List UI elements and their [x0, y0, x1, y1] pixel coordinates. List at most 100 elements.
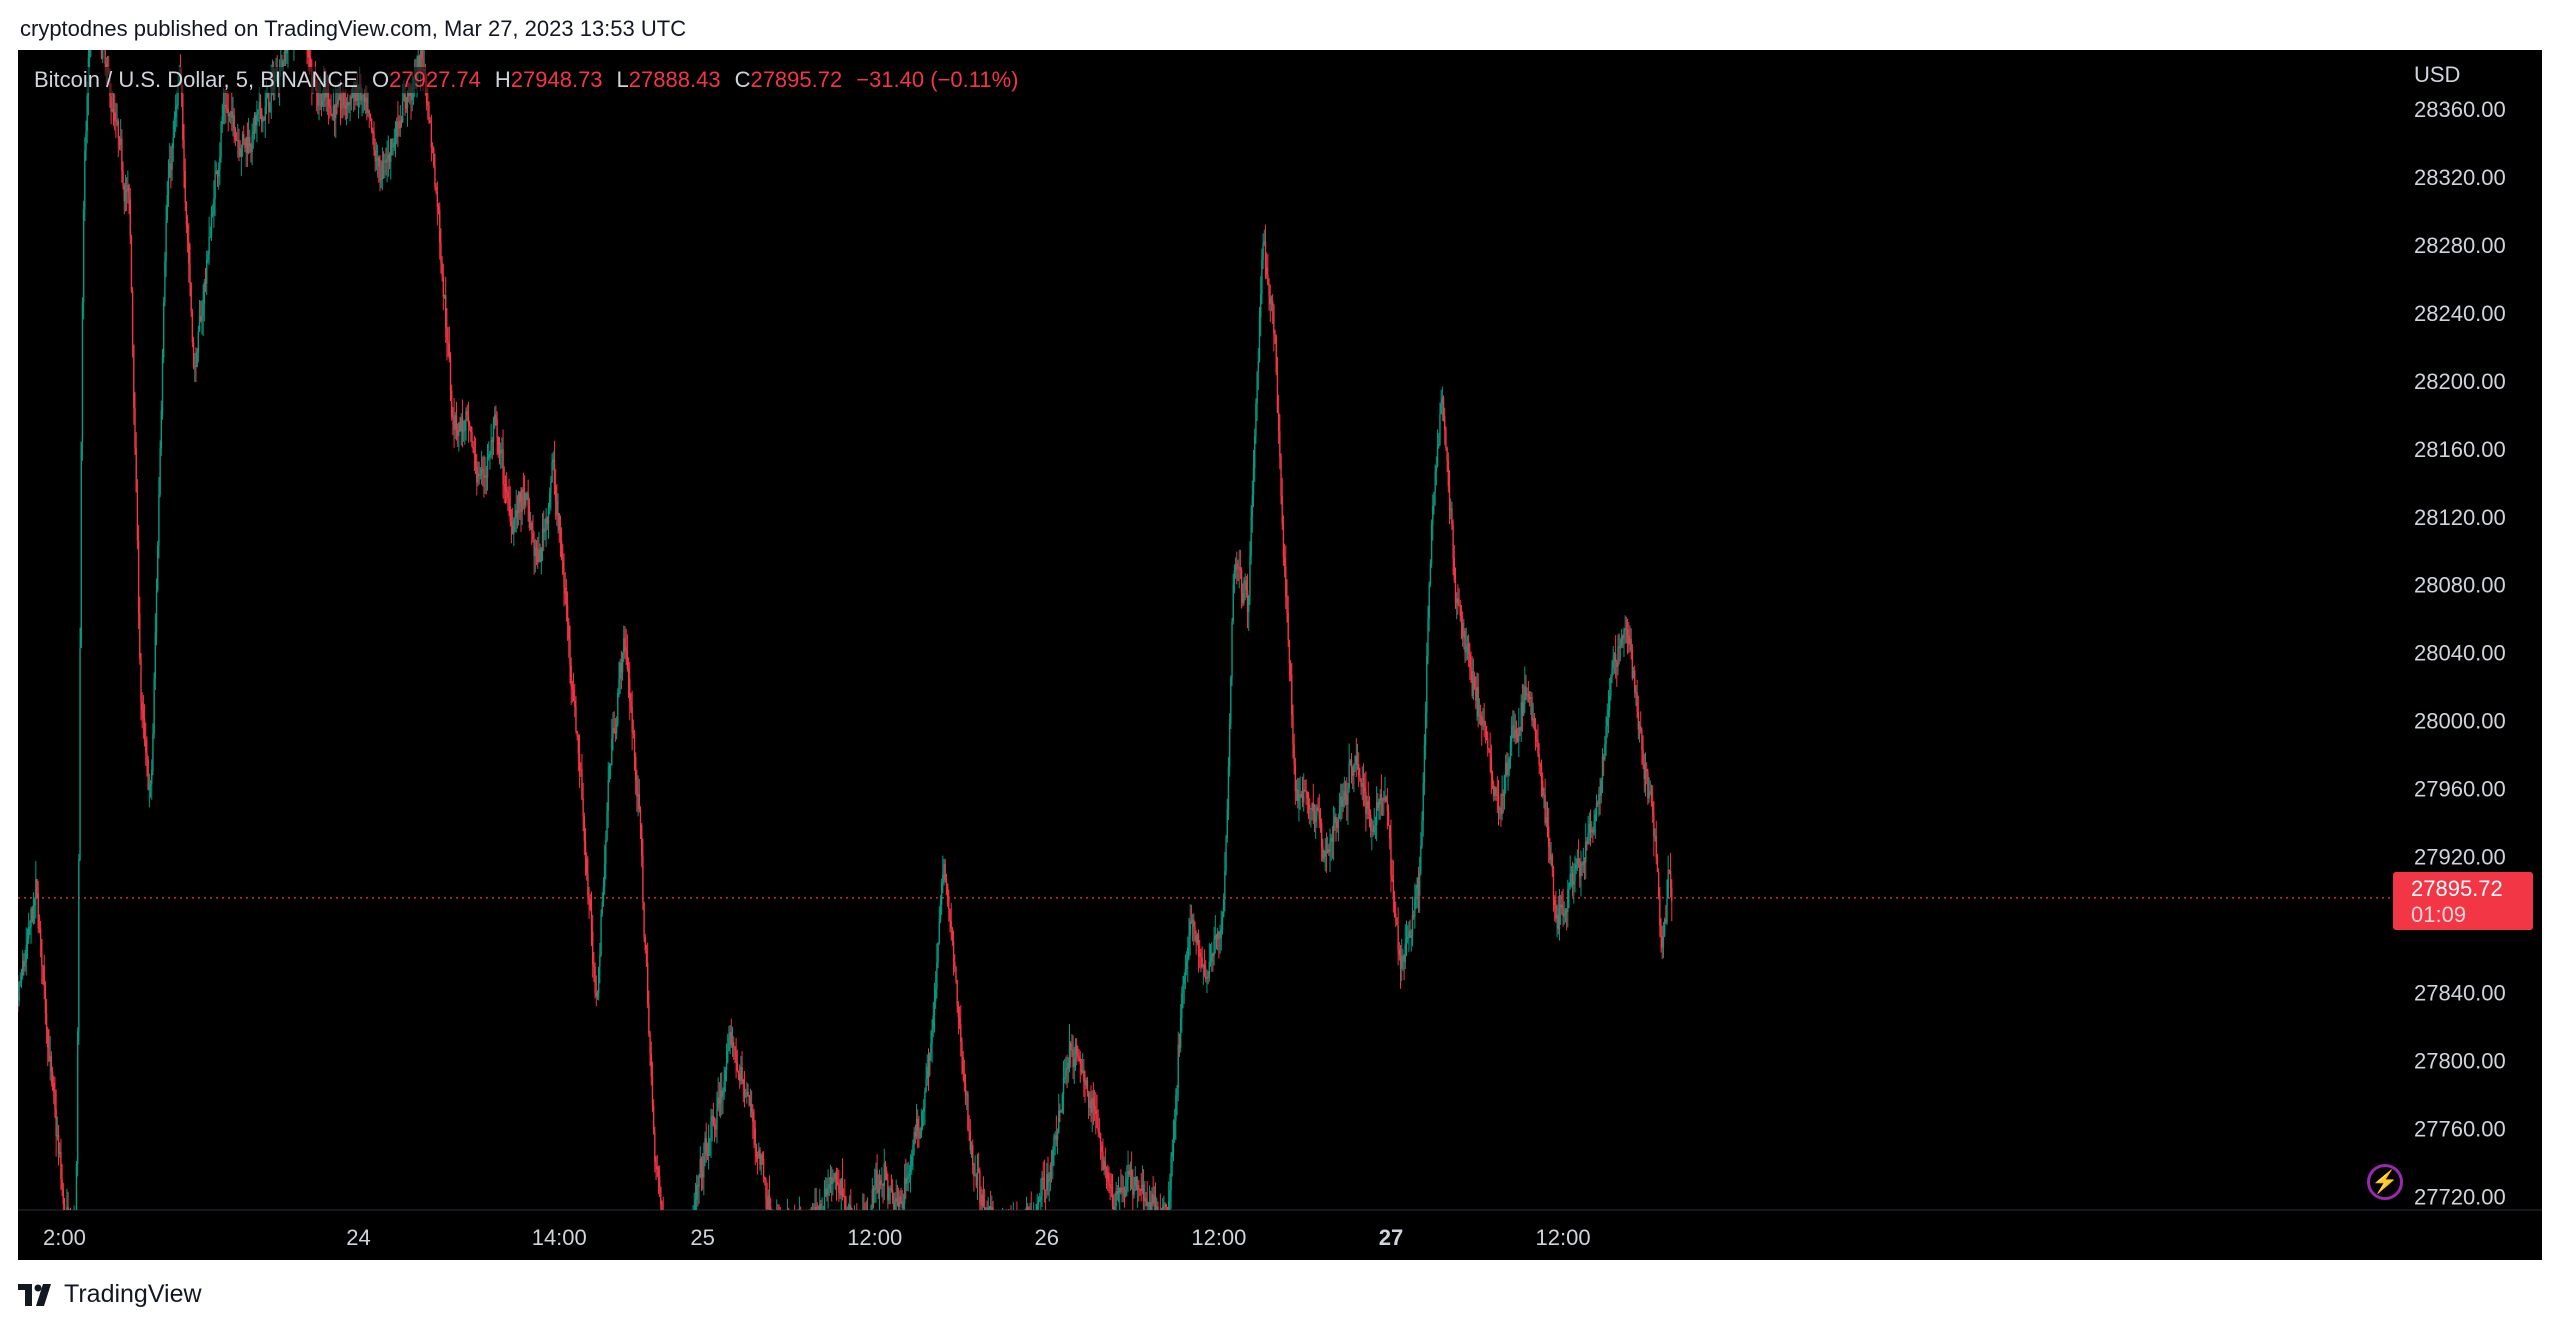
candle-body — [927, 1066, 930, 1076]
candle-body — [1340, 796, 1342, 806]
candlestick-chart[interactable]: 28360.0028320.0028280.0028240.0028200.00… — [18, 50, 2542, 1260]
candle-body — [889, 1188, 891, 1190]
candle-body — [1415, 888, 1417, 898]
candle-body — [1386, 801, 1389, 812]
candle — [756, 1151, 759, 1175]
candle-body — [782, 1232, 783, 1234]
candle — [398, 115, 400, 137]
candle-body — [587, 873, 589, 898]
candle — [1089, 1091, 1091, 1116]
candle — [472, 440, 474, 454]
candle — [930, 1030, 932, 1062]
candle — [944, 858, 946, 883]
candle-body — [1013, 1222, 1014, 1239]
candle-body — [158, 494, 160, 546]
candle-body — [1209, 961, 1212, 963]
candle-body — [252, 131, 255, 135]
candle-body — [1586, 841, 1588, 844]
candle — [384, 153, 386, 179]
candle — [1451, 501, 1453, 530]
candle-body — [688, 1246, 689, 1255]
candle — [1408, 921, 1410, 952]
candle-body — [934, 989, 937, 1001]
candle — [1167, 1181, 1170, 1210]
candle — [207, 250, 209, 264]
candle-body — [1450, 508, 1452, 511]
candle-body — [471, 432, 473, 447]
candle-body — [1479, 715, 1482, 717]
candle — [75, 1160, 78, 1210]
candle — [1598, 786, 1600, 817]
candle-body — [1084, 1081, 1086, 1086]
candle — [480, 450, 483, 485]
candle-body — [42, 965, 44, 967]
candle-body — [551, 462, 553, 482]
candle — [711, 1109, 713, 1142]
candle — [1489, 732, 1491, 773]
candle — [63, 1197, 66, 1210]
candle — [1527, 681, 1530, 703]
candle-body — [1026, 1207, 1029, 1210]
candle-body — [250, 146, 252, 153]
candle-body — [552, 459, 554, 463]
candle-body — [1656, 857, 1659, 872]
candle-body — [790, 1230, 791, 1235]
candle — [1166, 1207, 1169, 1210]
candle-body — [1565, 910, 1568, 912]
candle-body — [1060, 1110, 1062, 1112]
candle — [1156, 1197, 1158, 1210]
chart-panel[interactable]: 28360.00 28320.00 28280.00 28240.00 28200.00… — [18, 50, 2542, 1260]
candle — [766, 1182, 768, 1210]
candle-body — [619, 662, 621, 679]
candle-body — [269, 102, 271, 112]
candle-body — [1482, 720, 1484, 726]
currency-label[interactable]: USD — [2414, 62, 2461, 87]
candle — [1183, 972, 1185, 1004]
candle — [1065, 1056, 1067, 1085]
candle-body — [1347, 788, 1349, 805]
candle-body — [1402, 955, 1404, 957]
candle — [437, 203, 440, 215]
candle-body — [683, 1250, 684, 1256]
candle — [1604, 736, 1606, 761]
candle — [981, 1189, 983, 1210]
candle-body — [740, 1066, 742, 1082]
candle — [1037, 1196, 1040, 1210]
candle — [934, 970, 937, 1009]
candle — [890, 1174, 893, 1193]
candle-body — [142, 710, 145, 719]
candle-body — [847, 1207, 850, 1210]
candle-body — [1563, 914, 1565, 917]
candle — [662, 1196, 664, 1210]
candle-body — [1077, 1054, 1079, 1057]
candle-body — [1499, 808, 1501, 810]
candle-body — [1090, 1100, 1092, 1113]
candle-body — [897, 1201, 900, 1207]
candle-body — [1280, 456, 1282, 496]
candle — [1270, 295, 1273, 312]
candle — [233, 108, 235, 143]
candle-body — [1454, 579, 1457, 603]
candle — [1553, 895, 1556, 922]
tradingview-brand[interactable]: TradingView — [18, 1280, 202, 1309]
candle-body — [728, 1037, 730, 1051]
candle — [1540, 759, 1543, 798]
candle — [445, 276, 447, 343]
candle — [936, 943, 938, 999]
candle-body — [1406, 936, 1409, 939]
candle — [1005, 1209, 1007, 1210]
candle-body — [1042, 1177, 1044, 1180]
candle-body — [823, 1213, 824, 1215]
candle — [1044, 1189, 1047, 1210]
candle — [484, 456, 486, 494]
candle-body — [1602, 756, 1605, 760]
candle — [1164, 1202, 1166, 1210]
candle-body — [601, 901, 603, 914]
candle — [100, 50, 103, 60]
candle — [1402, 948, 1404, 971]
candle-body — [1342, 799, 1344, 808]
candle-body — [1380, 794, 1383, 801]
candle-body — [147, 759, 149, 790]
lightning-icon[interactable]: ⚡ — [2367, 1164, 2403, 1200]
candle — [458, 422, 460, 452]
